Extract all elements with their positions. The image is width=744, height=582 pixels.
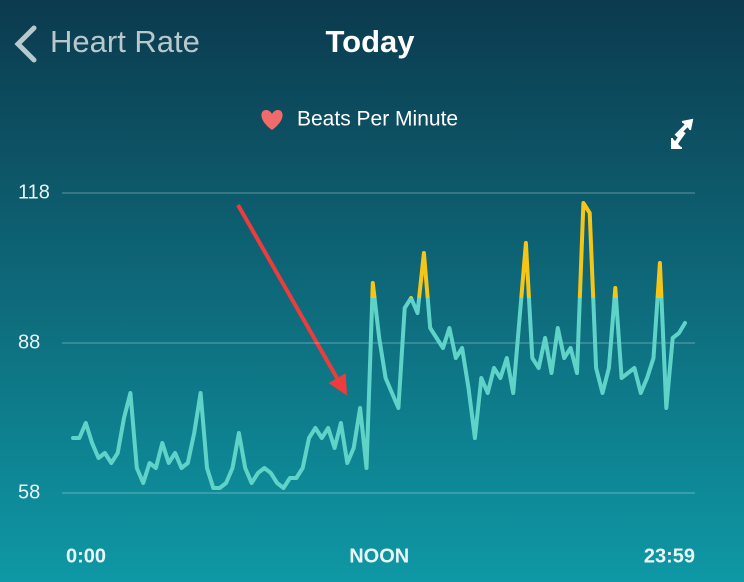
x-tick-label: 23:59 [644, 545, 695, 567]
x-tick-label: 0:00 [66, 545, 106, 567]
y-tick-label: 88 [18, 331, 40, 353]
plot: 58 88 118 0:00 NOON 23:59 [18, 181, 695, 567]
x-tick-label: NOON [349, 545, 409, 567]
y-tick-label: 58 [18, 481, 40, 503]
page-title: Today [326, 24, 416, 59]
expand-icon[interactable] [671, 118, 694, 152]
back-chevron[interactable] [14, 25, 37, 63]
data-line [71, 201, 687, 490]
annotation-arrow [236, 204, 347, 396]
y-tick-label: 118 [18, 181, 50, 203]
legend-heart [261, 110, 283, 130]
back-label[interactable]: Heart Rate [50, 24, 200, 59]
legend-label: Beats Per Minute [297, 108, 458, 131]
